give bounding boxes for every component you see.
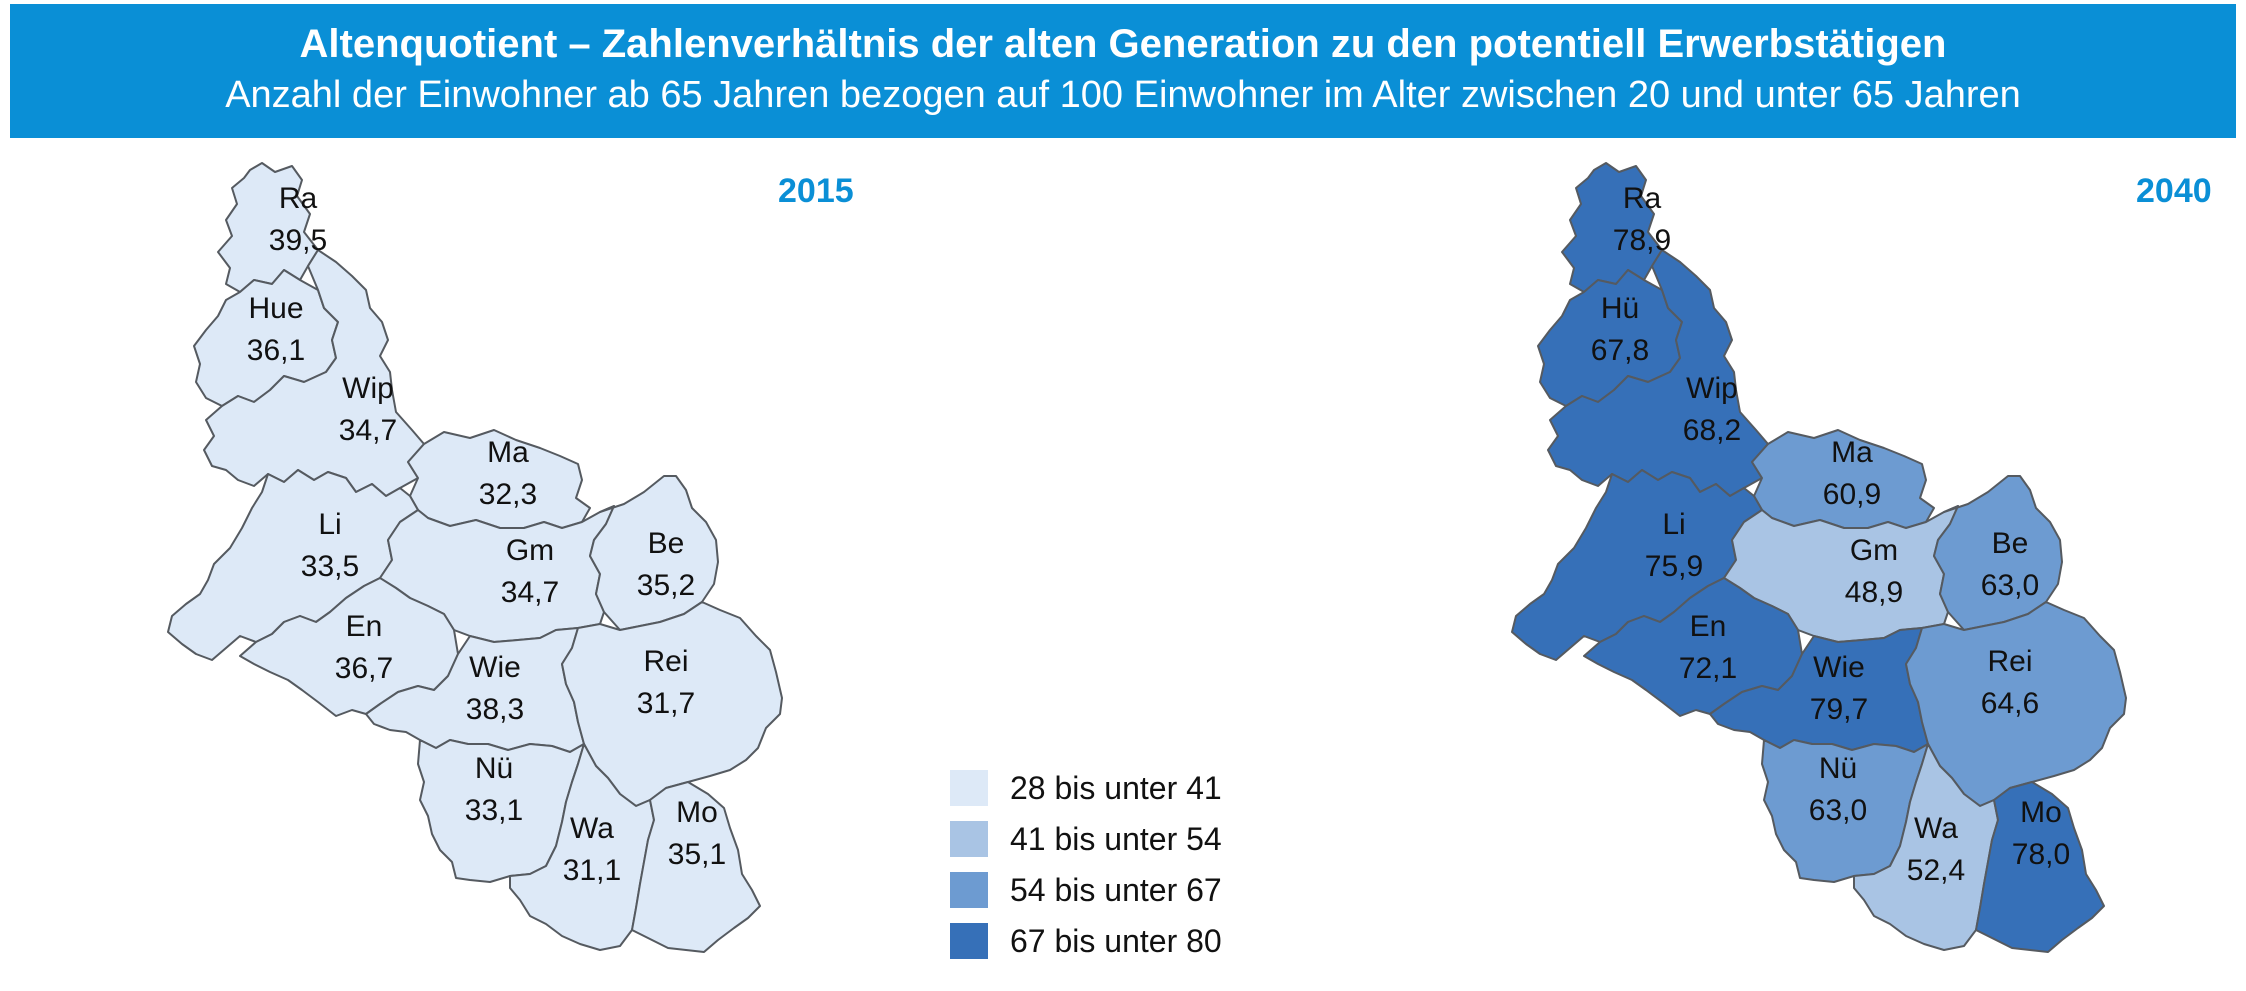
district-value-wie-2040: 79,7: [1810, 693, 1868, 726]
district-abbr-be-2015: Be: [648, 527, 685, 560]
legend-label: 54 bis unter 67: [1010, 872, 1222, 908]
district-abbr-li-2015: Li: [318, 508, 341, 541]
district-value-ra-2040: 78,9: [1613, 224, 1671, 257]
district-value-wa-2015: 31,1: [563, 854, 621, 887]
district-abbr-nue-2040: Nü: [1819, 752, 1857, 785]
district-value-hue-2015: 36,1: [247, 334, 305, 367]
district-abbr-wie-2015: Wie: [469, 651, 521, 684]
district-abbr-wip-2040: Wip: [1686, 372, 1738, 405]
district-value-ra-2015: 39,5: [269, 224, 327, 257]
district-abbr-wie-2040: Wie: [1813, 651, 1865, 684]
district-wa-2040: [1853, 743, 1999, 951]
district-value-li-2040: 75,9: [1645, 550, 1703, 583]
district-abbr-mo-2015: Mo: [676, 796, 718, 829]
district-abbr-wa-2015: Wa: [570, 812, 614, 845]
district-abbr-ma-2015: Ma: [487, 436, 529, 469]
district-value-gm-2040: 48,9: [1845, 576, 1903, 609]
district-value-wip-2040: 68,2: [1683, 414, 1741, 447]
legend-item-1: 28 bis unter 41: [950, 768, 1270, 808]
district-abbr-li-2040: Li: [1662, 508, 1685, 541]
legend-swatch: [950, 821, 988, 857]
district-value-ma-2015: 32,3: [479, 478, 537, 511]
district-value-ma-2040: 60,9: [1823, 478, 1881, 511]
district-value-mo-2015: 35,1: [668, 838, 726, 871]
district-value-nue-2040: 63,0: [1809, 794, 1867, 827]
district-value-mo-2040: 78,0: [2012, 838, 2070, 871]
legend-item-4: 67 bis unter 80: [950, 921, 1270, 961]
legend-label: 41 bis unter 54: [1010, 821, 1222, 857]
district-abbr-wa-2040: Wa: [1914, 812, 1958, 845]
district-abbr-nue-2015: Nü: [475, 752, 513, 785]
district-value-wa-2040: 52,4: [1907, 854, 1965, 887]
district-value-li-2015: 33,5: [301, 550, 359, 583]
district-wa-2015: [509, 743, 655, 951]
legend-swatch: [950, 872, 988, 908]
district-value-be-2040: 63,0: [1981, 569, 2039, 602]
district-mo-2015: [631, 781, 761, 953]
district-abbr-be-2040: Be: [1992, 527, 2029, 560]
district-value-wip-2015: 34,7: [339, 414, 397, 447]
legend-item-2: 41 bis unter 54: [950, 819, 1270, 859]
district-value-en-2040: 72,1: [1679, 652, 1737, 685]
district-abbr-en-2040: En: [1690, 610, 1727, 643]
legend-label: 28 bis unter 41: [1010, 770, 1222, 806]
chart-subtitle: Anzahl der Einwohner ab 65 Jahren bezoge…: [225, 74, 2021, 116]
district-abbr-gm-2015: Gm: [506, 534, 554, 567]
district-abbr-gm-2040: Gm: [1850, 534, 1898, 567]
legend-item-3: 54 bis unter 67: [950, 870, 1270, 910]
district-value-rei-2015: 31,7: [637, 687, 695, 720]
title-banner: Altenquotient – Zahlenverhältnis der alt…: [10, 4, 2236, 138]
district-value-be-2015: 35,2: [637, 569, 695, 602]
district-value-hue-2040: 67,8: [1591, 334, 1649, 367]
district-value-wie-2015: 38,3: [466, 693, 524, 726]
legend-swatch: [950, 923, 988, 959]
map-year-label-2015: 2015: [778, 172, 854, 210]
map-2040: Ra 78,9 Hü 67,8 Wip 68,2 Ma 60,9 Li 75,9 Gm 48,9 Be 6…: [1511, 162, 2127, 953]
map-year-label-2040: 2040: [2136, 172, 2212, 210]
legend-swatch: [950, 770, 988, 806]
chart-title: Altenquotient – Zahlenverhältnis der alt…: [299, 22, 1947, 66]
district-abbr-rei-2040: Rei: [1987, 645, 2032, 678]
district-abbr-ra-2040: Ra: [1623, 182, 1662, 215]
district-value-nue-2015: 33,1: [465, 794, 523, 827]
district-mo-2040: [1975, 781, 2105, 953]
district-abbr-mo-2040: Mo: [2020, 796, 2062, 829]
legend-label: 67 bis unter 80: [1010, 923, 1222, 959]
district-abbr-ra-2015: Ra: [279, 182, 318, 215]
district-abbr-wip-2015: Wip: [342, 372, 394, 405]
district-abbr-rei-2015: Rei: [643, 645, 688, 678]
district-value-gm-2015: 34,7: [501, 576, 559, 609]
district-abbr-ma-2040: Ma: [1831, 436, 1873, 469]
district-value-rei-2040: 64,6: [1981, 687, 2039, 720]
map-2015: Ra 39,5 Hue 36,1 Wip 34,7 Ma 32,3 Li 33,5 Gm 34,7 Be…: [167, 162, 783, 953]
district-abbr-hue-2040: Hü: [1601, 292, 1639, 325]
district-abbr-hue-2015: Hue: [248, 292, 303, 325]
district-value-en-2015: 36,7: [335, 652, 393, 685]
district-abbr-en-2015: En: [346, 610, 383, 643]
